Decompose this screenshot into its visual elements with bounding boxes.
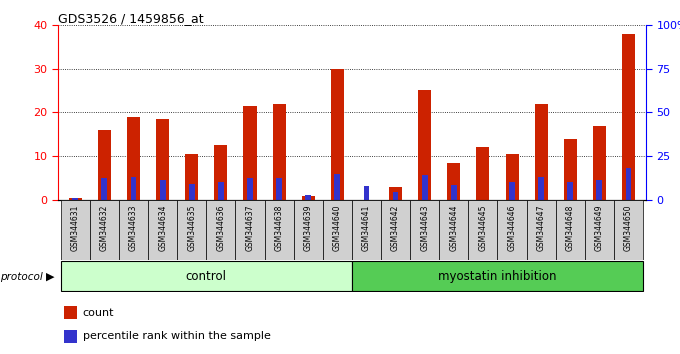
Text: GSM344632: GSM344632	[100, 205, 109, 251]
Text: myostatin inhibition: myostatin inhibition	[438, 270, 557, 282]
Bar	[439, 200, 469, 260]
Text: GSM344634: GSM344634	[158, 205, 167, 251]
Bar	[131, 177, 137, 200]
Bar	[98, 130, 111, 200]
Bar	[593, 126, 606, 200]
Bar	[381, 200, 410, 260]
Text: GSM344649: GSM344649	[595, 205, 604, 251]
Bar	[235, 200, 265, 260]
Bar	[247, 178, 253, 200]
Bar	[177, 200, 206, 260]
Text: GSM344640: GSM344640	[333, 205, 342, 251]
Bar	[410, 200, 439, 260]
Bar	[61, 262, 352, 291]
Text: GSM344639: GSM344639	[304, 205, 313, 251]
Bar	[352, 262, 643, 291]
Bar	[323, 200, 352, 260]
Text: GSM344642: GSM344642	[391, 205, 400, 251]
Bar	[305, 195, 311, 200]
Bar	[302, 196, 315, 200]
Text: GSM344643: GSM344643	[420, 205, 429, 251]
Bar	[160, 180, 165, 200]
Bar	[64, 330, 77, 343]
Text: GSM344650: GSM344650	[624, 205, 633, 251]
Bar	[273, 104, 286, 200]
Bar	[214, 145, 227, 200]
Text: GSM344635: GSM344635	[187, 205, 197, 251]
Bar	[509, 182, 515, 200]
Bar	[585, 200, 614, 260]
Bar	[90, 200, 119, 260]
Text: GSM344644: GSM344644	[449, 205, 458, 251]
Bar	[61, 200, 90, 260]
Bar	[477, 147, 490, 200]
Bar	[276, 178, 282, 200]
Bar	[364, 186, 369, 200]
Bar	[564, 139, 577, 200]
Text: GDS3526 / 1459856_at: GDS3526 / 1459856_at	[58, 12, 203, 25]
Bar	[101, 178, 107, 200]
Bar	[556, 200, 585, 260]
Bar	[64, 307, 77, 319]
Bar	[352, 200, 381, 260]
Bar	[185, 154, 199, 200]
Bar	[422, 176, 428, 200]
Bar	[626, 169, 632, 200]
Text: GSM344648: GSM344648	[566, 205, 575, 251]
Text: GSM344641: GSM344641	[362, 205, 371, 251]
Bar	[614, 200, 643, 260]
Text: ▶: ▶	[46, 272, 54, 282]
Bar	[451, 185, 457, 200]
Text: GSM344636: GSM344636	[216, 205, 225, 251]
Bar	[148, 200, 177, 260]
Bar	[567, 183, 573, 200]
Bar	[330, 69, 344, 200]
Text: control: control	[186, 270, 227, 282]
Text: GSM344647: GSM344647	[537, 205, 545, 251]
Text: GSM344637: GSM344637	[245, 205, 254, 251]
Text: protocol: protocol	[0, 272, 43, 282]
Text: percentile rank within the sample: percentile rank within the sample	[82, 331, 271, 342]
Text: count: count	[82, 308, 114, 318]
Bar	[265, 200, 294, 260]
Bar	[218, 182, 224, 200]
Text: GSM344633: GSM344633	[129, 205, 138, 251]
Bar	[206, 200, 235, 260]
Bar	[156, 119, 169, 200]
Bar	[294, 200, 323, 260]
Bar	[534, 104, 547, 200]
Text: GSM344645: GSM344645	[479, 205, 488, 251]
Bar	[539, 177, 544, 200]
Bar	[127, 117, 140, 200]
Bar	[469, 200, 498, 260]
Bar	[69, 198, 82, 200]
Bar	[72, 198, 78, 200]
Bar	[622, 34, 635, 200]
Bar	[335, 174, 340, 200]
Bar	[447, 163, 460, 200]
Bar	[418, 91, 431, 200]
Bar	[526, 200, 556, 260]
Text: GSM344631: GSM344631	[71, 205, 80, 251]
Bar	[505, 154, 519, 200]
Bar	[498, 200, 526, 260]
Bar	[392, 192, 398, 200]
Bar	[189, 184, 194, 200]
Bar	[243, 106, 256, 200]
Text: GSM344638: GSM344638	[275, 205, 284, 251]
Bar	[119, 200, 148, 260]
Bar	[389, 187, 402, 200]
Text: GSM344646: GSM344646	[507, 205, 517, 251]
Bar	[596, 180, 602, 200]
